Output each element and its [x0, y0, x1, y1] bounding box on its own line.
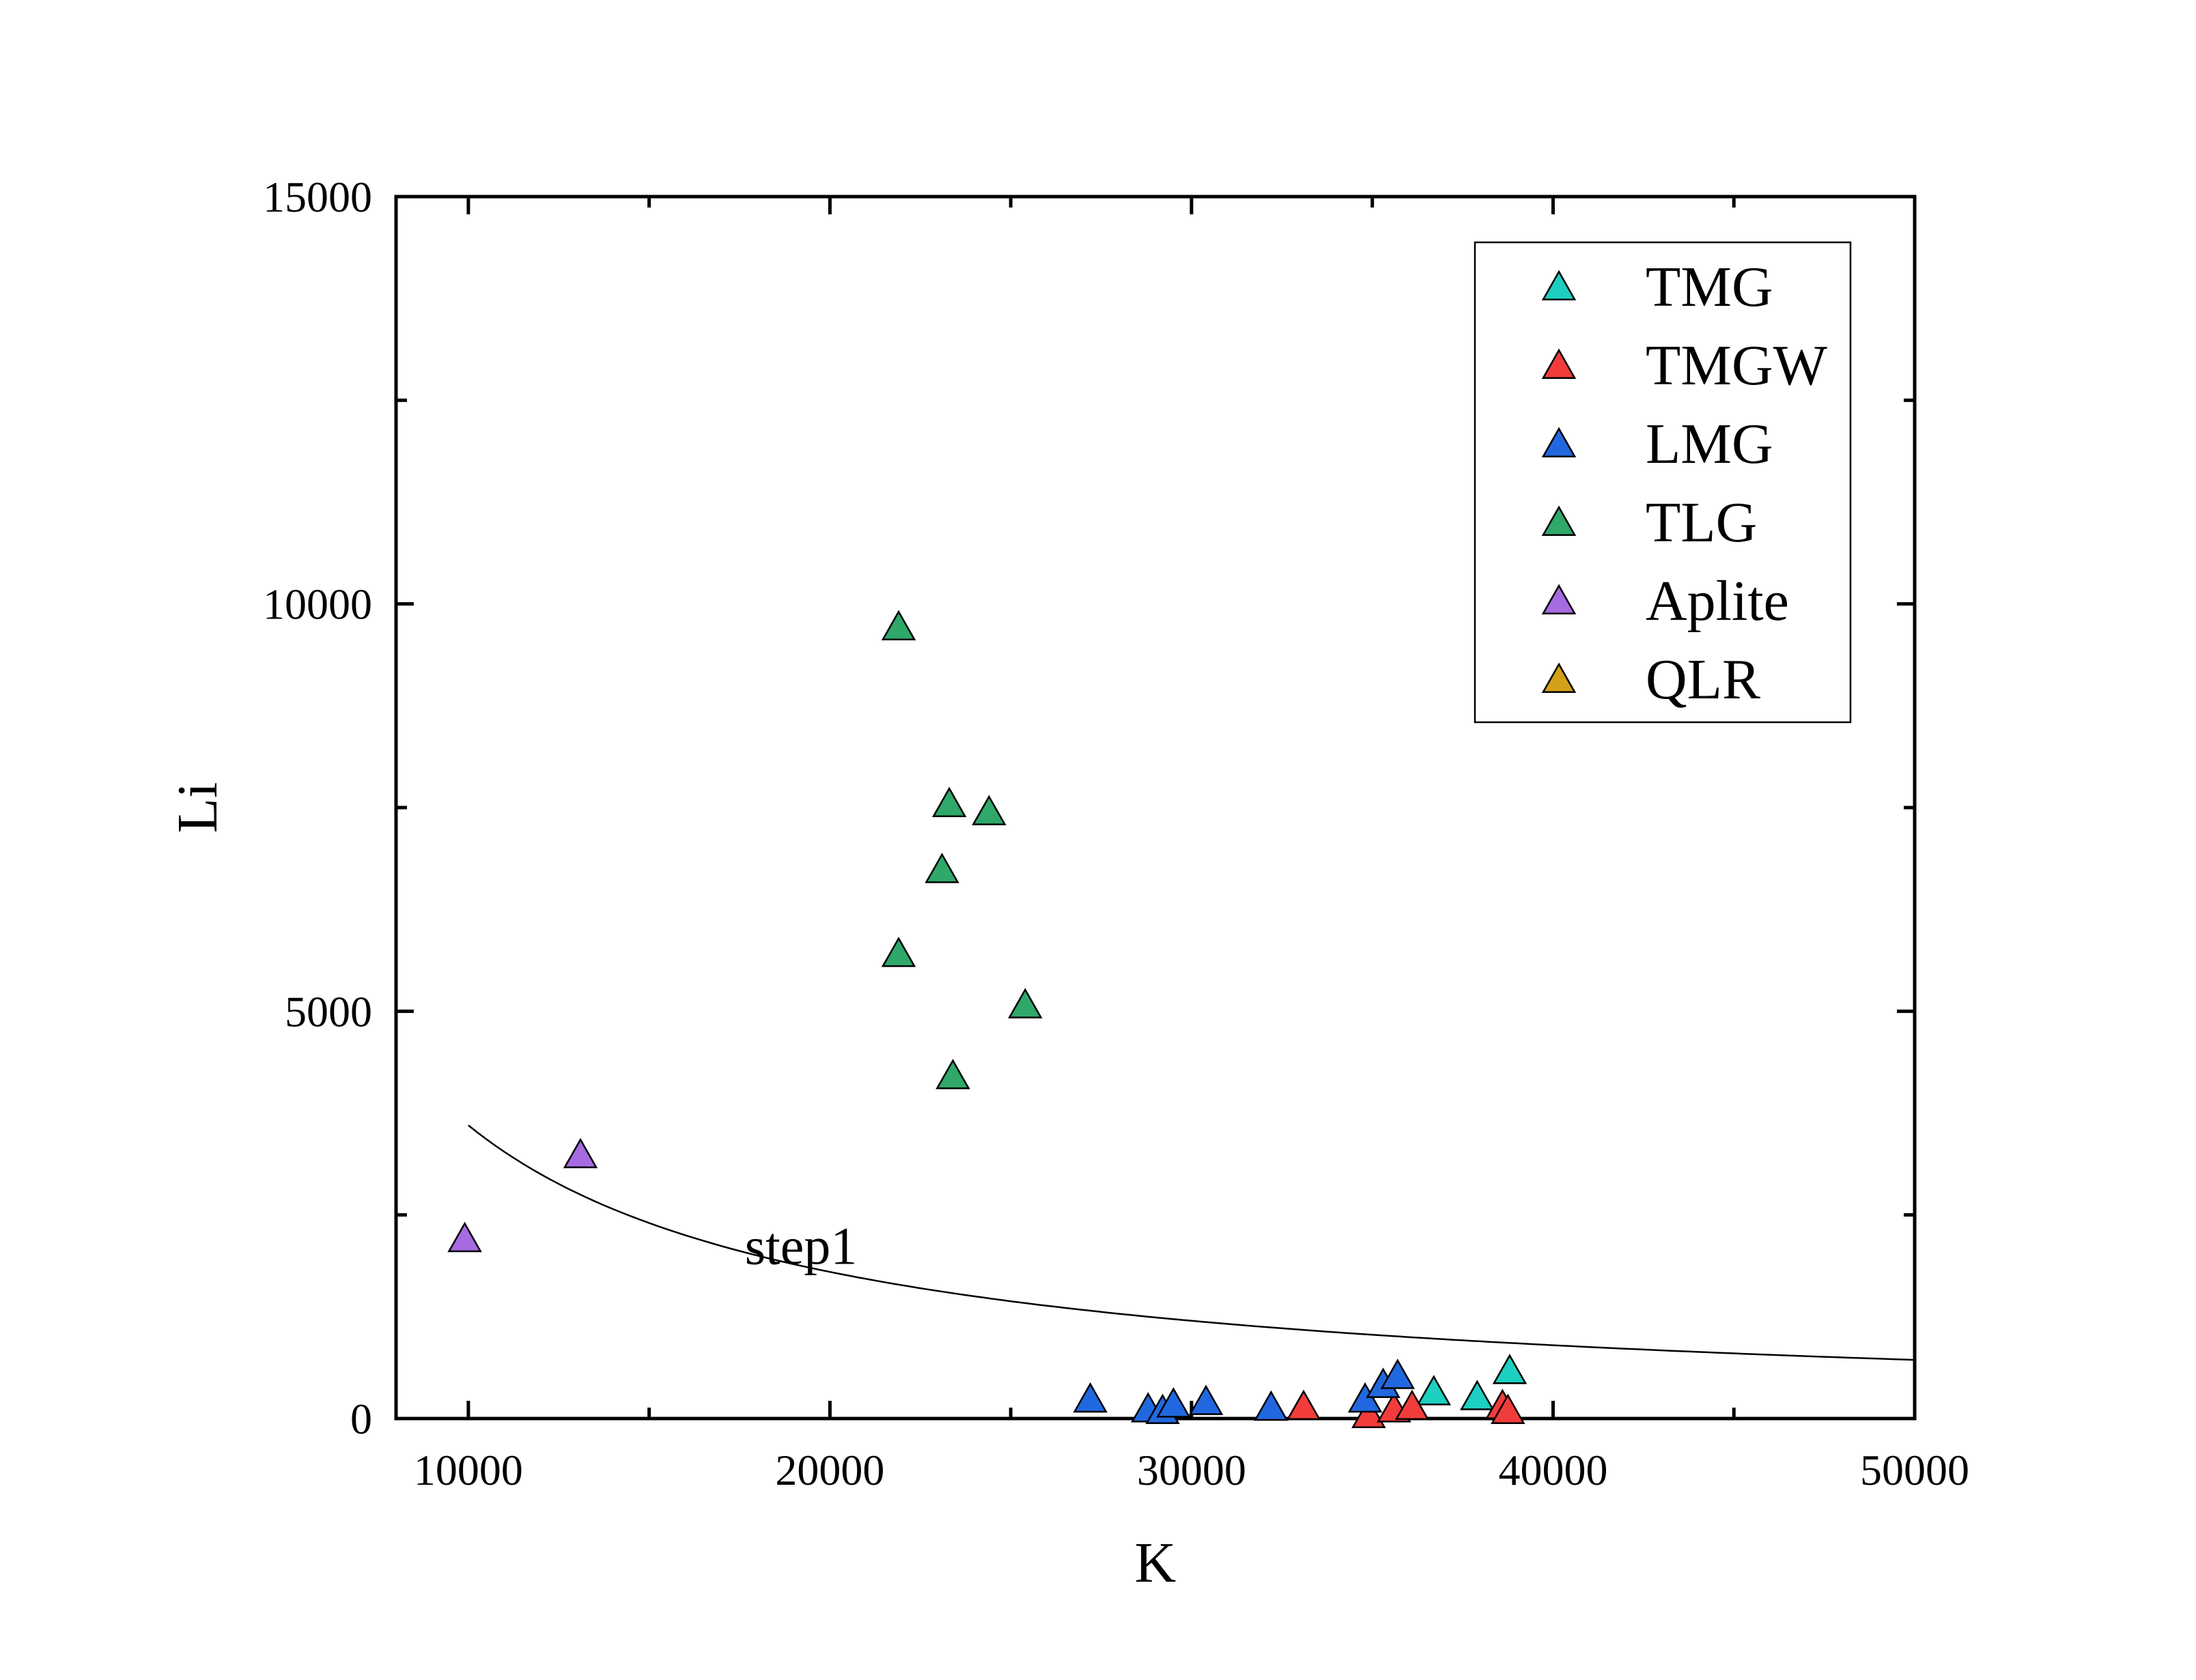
data-point-aplite: [563, 1137, 598, 1169]
data-point-tlg: [881, 937, 916, 967]
data-point-lmg: [1188, 1384, 1224, 1415]
data-point-aplite: [447, 1221, 482, 1253]
data-point-lmg: [1156, 1386, 1191, 1418]
tick-labels: 10000 20000 30000 40000 50000 0 5000 10000 15000: [263, 173, 1969, 1494]
legend-label-aplite: Aplite: [1646, 569, 1789, 633]
data-point-tmg: [1492, 1354, 1528, 1384]
axis-ticks: [396, 195, 1917, 1421]
data-point-lmg: [1380, 1358, 1416, 1389]
series-aplite: [447, 1137, 598, 1253]
x-tick-label: 30000: [1137, 1446, 1246, 1494]
y-axis-title: Li: [166, 782, 229, 834]
data-point-lmg: [1073, 1382, 1108, 1413]
y-tick-label: 0: [350, 1395, 372, 1443]
data-point-tlg: [931, 786, 967, 817]
series-tmgw: [1286, 1389, 1525, 1428]
legend-marker-tlg: [1541, 505, 1577, 536]
y-tick-label: 15000: [263, 173, 372, 221]
y-tick-label: 5000: [285, 987, 372, 1036]
data-point-tmg: [1416, 1375, 1451, 1406]
legend-box: [1474, 241, 1852, 724]
data-point-tlg: [881, 610, 916, 641]
data-point-tmgw: [1394, 1389, 1430, 1421]
data-point-tlg: [935, 1059, 970, 1090]
x-axis-title: K: [1135, 1531, 1177, 1595]
legend-marker-lmg: [1541, 427, 1577, 457]
x-tick-label: 10000: [414, 1446, 523, 1494]
step1-curve: [468, 1124, 1915, 1361]
data-point-tlg: [1008, 988, 1043, 1019]
data-point-tlg: [925, 853, 959, 883]
series-lmg: [1073, 1358, 1416, 1425]
x-tick-label: 20000: [775, 1446, 884, 1494]
legend-marker-aplite: [1541, 584, 1577, 614]
data-point-lmg: [1254, 1390, 1289, 1421]
data-point-tmgw: [1351, 1397, 1386, 1428]
data-point-tmg: [1460, 1380, 1495, 1410]
data-point-tmgw: [1286, 1389, 1321, 1421]
legend-label-tmgw: TMGW: [1646, 334, 1828, 397]
data-points: [447, 610, 1528, 1428]
data-point-tmgw: [1491, 1393, 1525, 1425]
series-tmg: [1416, 1354, 1528, 1410]
legend-marker-tmg: [1541, 270, 1577, 300]
legend-label-tmg: TMG: [1646, 255, 1773, 319]
legend: TMG TMGW LMG TLG Aplite QLR: [1474, 241, 1852, 724]
legend-marker-qlr: [1541, 662, 1577, 693]
y-tick-label: 10000: [263, 580, 372, 629]
legend-label-tlg: TLG: [1646, 491, 1757, 554]
legend-label-lmg: LMG: [1646, 412, 1773, 476]
x-tick-label: 50000: [1860, 1446, 1969, 1494]
legend-label-qlr: QLR: [1646, 648, 1760, 711]
data-point-tlg: [972, 795, 1006, 825]
x-tick-label: 40000: [1498, 1446, 1607, 1494]
legend-marker-tmgw: [1541, 348, 1577, 379]
series-tlg: [881, 610, 1043, 1090]
curve-annotation: step1: [745, 1216, 858, 1275]
